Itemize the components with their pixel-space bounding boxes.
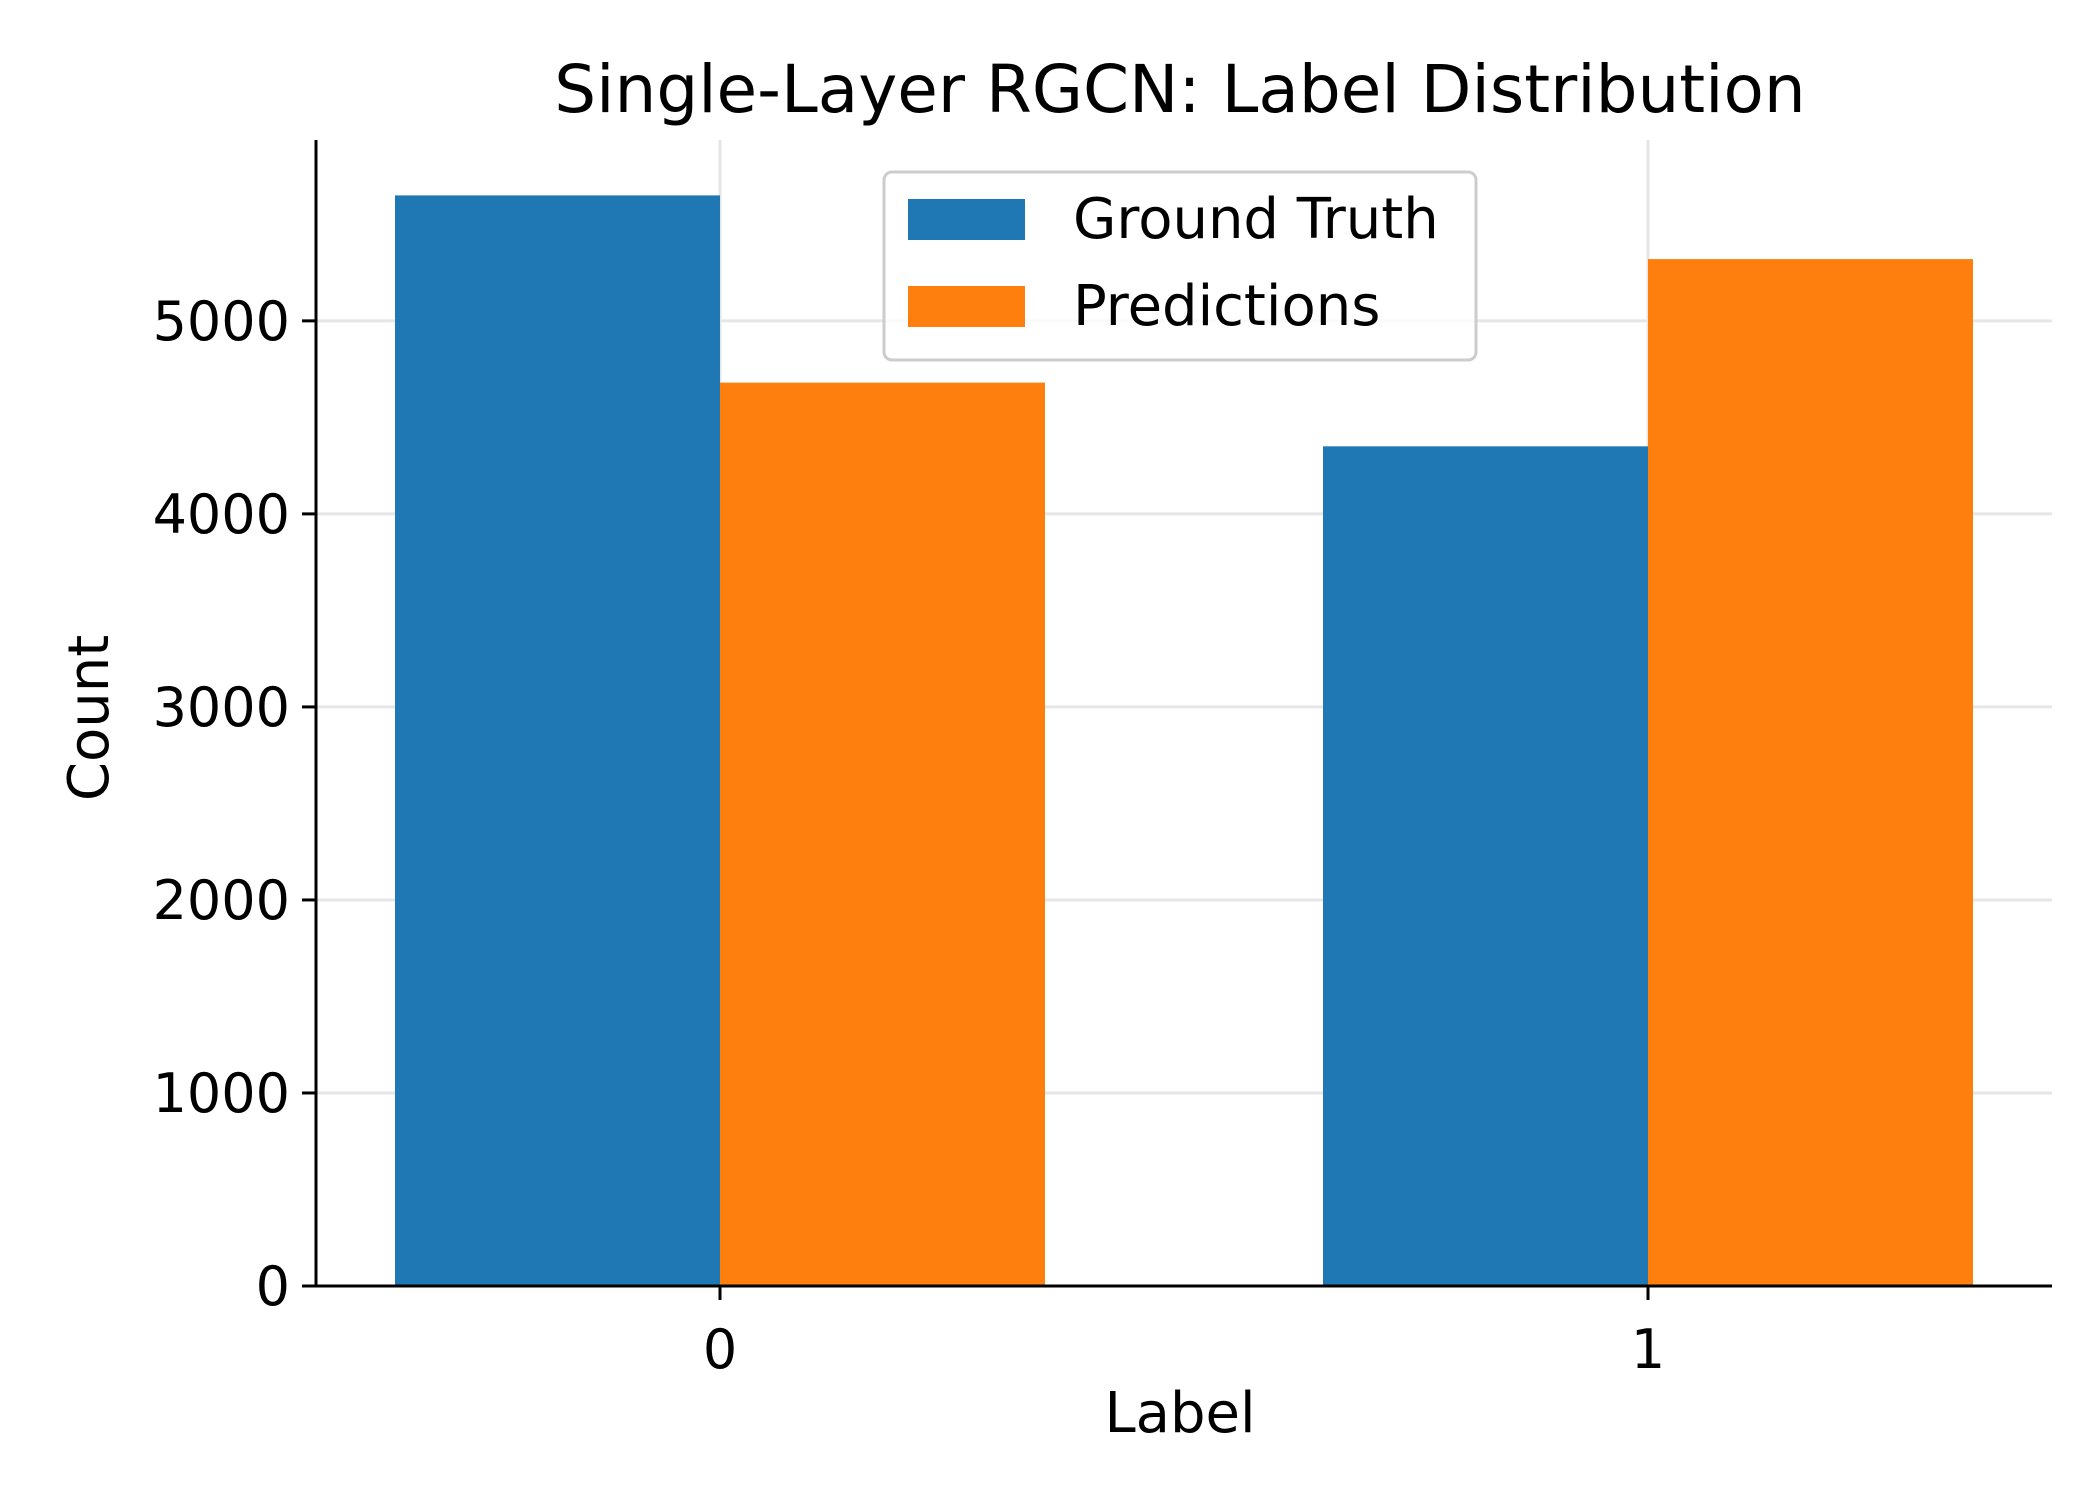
x-tick-label: 1 xyxy=(1631,1318,1665,1381)
bar-ground-truth-label-0 xyxy=(395,195,720,1286)
legend-swatch-ground-truth xyxy=(908,199,1025,240)
legend-label-ground-truth: Ground Truth xyxy=(1073,187,1439,252)
x-axis-label: Label xyxy=(1104,1381,1255,1446)
y-tick-label: 2000 xyxy=(153,869,290,932)
legend-swatch-predictions xyxy=(908,286,1025,327)
bars xyxy=(395,195,1973,1287)
x-tick-label: 0 xyxy=(703,1318,737,1381)
axes xyxy=(302,140,2052,1300)
y-axis-label: Count xyxy=(57,635,122,801)
bar-ground-truth-label-1 xyxy=(1323,446,1648,1286)
tick-labels: 0 1000 2000 3000 4000 5000 0 1 xyxy=(153,290,1666,1381)
y-tick-label: 0 xyxy=(256,1255,290,1318)
y-tick-label: 1000 xyxy=(153,1062,290,1125)
bar-predictions-label-1 xyxy=(1648,259,1973,1286)
legend-label-predictions: Predictions xyxy=(1073,274,1380,339)
y-tick-label: 5000 xyxy=(153,290,290,353)
y-tick-label: 3000 xyxy=(153,676,290,739)
chart-title: Single-Layer RGCN: Label Distribution xyxy=(554,51,1805,128)
y-tick-label: 4000 xyxy=(153,483,290,546)
legend-frame xyxy=(882,170,1478,362)
legend: Ground Truth Predictions xyxy=(882,170,1478,362)
bar-predictions-label-0 xyxy=(720,382,1045,1287)
